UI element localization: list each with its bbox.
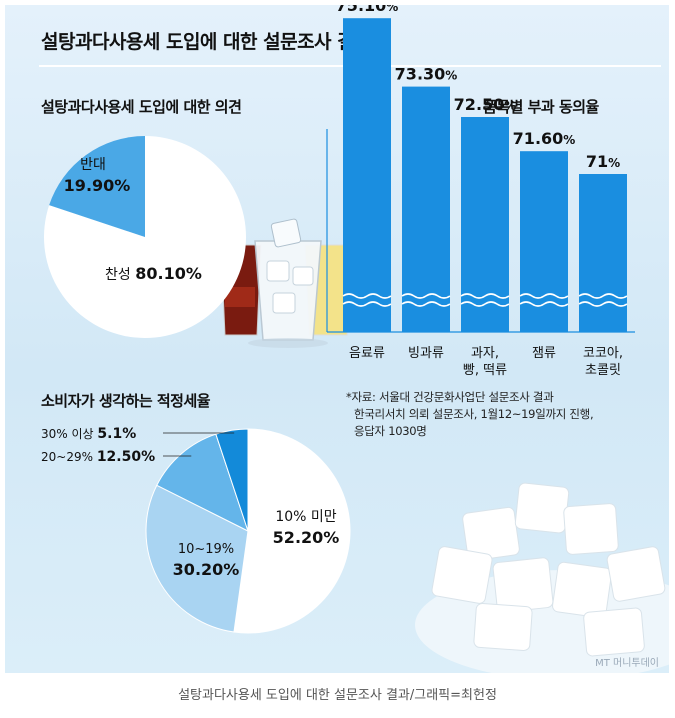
bar [402, 86, 450, 332]
pie-slice-30-plus [215, 428, 249, 532]
bar [461, 117, 509, 332]
bar [343, 18, 391, 332]
oppose-value-label: 19.90% [64, 176, 131, 195]
label-20-29: 20~29% 12.50% [41, 449, 155, 465]
axis-break-wave [578, 301, 628, 307]
bar-category-label: 코코아, [583, 346, 623, 361]
axis-break-wave [342, 301, 392, 307]
footnote-line: *자료: 서울대 건강문화사업단 설문조사 결과 [346, 390, 554, 404]
axis-break-wave [519, 301, 569, 307]
main-title: 설탕과다사용세 도입에 대한 설문조사 결과 [41, 31, 372, 53]
infographic-card: 설탕과다사용세 도입에 대한 설문조사 결과 설탕과다사용세 도입에 대한 의견… [5, 5, 669, 673]
tax-rate-pie-chart: 10% 미만 52.20% 10~19% 30.20% 30% 이상 5.1% 20~29… [41, 426, 351, 634]
axis-break-wave [342, 293, 392, 299]
image-caption: 설탕과다사용세 도입에 대한 설문조사 결과/그래픽=최헌정 [178, 688, 497, 703]
axis-break-wave [401, 301, 451, 307]
bar-category-label: 빵, 떡류 [463, 363, 507, 378]
support-label: 찬성 80.10% [105, 264, 202, 283]
axis-break-wave [460, 301, 510, 307]
pie-slice-oppose [49, 136, 145, 237]
axis-break-wave [519, 293, 569, 299]
axis-break-wave [460, 293, 510, 299]
item-bar-chart: 75.10% 음료류 73.30% 빙과류 72.50% 과자, 빵, 떡류 71.60% 잼류… [326, 5, 635, 378]
10-19-name-label: 10~19% [178, 542, 234, 557]
bar-value-label: 73.30% [395, 65, 458, 84]
bar-category-label: 과자, [471, 346, 499, 361]
footnote-line: 응답자 1030명 [354, 424, 427, 438]
opinion-pie-title: 설탕과다사용세 도입에 대한 의견 [41, 98, 242, 116]
bar-value-label: 71% [586, 152, 620, 171]
item-bar-chart-title: 품목별 부과 동의율 [483, 98, 599, 116]
pie-slice-under-10 [233, 428, 351, 634]
opinion-pie-chart: 찬성 80.10% 반대 19.90% [44, 136, 247, 338]
axis-break-wave [401, 293, 451, 299]
sugar-cubes-illustration [415, 482, 669, 673]
pie-slice-20-29 [156, 433, 249, 532]
label-30-plus: 30% 이상 5.1% [41, 426, 136, 442]
pie-slice-support [44, 136, 247, 338]
charts-canvas: 찬성 80.10% 반대 19.90% 75.10% 음료류 73.30% 빙과류 72.5… [41, 5, 669, 673]
pie-slice-10-19 [145, 484, 249, 633]
under-10-value-label: 52.20% [273, 528, 340, 547]
10-19-value-label: 30.20% [173, 560, 240, 579]
tax-rate-pie-title: 소비자가 생각하는 적정세율 [41, 392, 211, 410]
bar-category-label: 빙과류 [408, 346, 444, 361]
watermark-logo: MT 머니투데이 [595, 658, 659, 669]
oppose-name-label: 반대 [80, 157, 106, 173]
footnote-line: 한국리서치 의뢰 설문조사, 1월12~19일까지 진행, [354, 407, 594, 421]
bar-value-label: 71.60% [513, 129, 576, 148]
bar-value-label: 75.10% [336, 5, 399, 15]
bar [579, 174, 627, 332]
axis-break-wave [578, 293, 628, 299]
source-footnote: *자료: 서울대 건강문화사업단 설문조사 결과 한국리서치 의뢰 설문조사, … [346, 389, 594, 440]
bar-category-label: 잼류 [532, 346, 556, 361]
bar-category-label: 음료류 [349, 346, 385, 361]
under-10-name-label: 10% 미만 [275, 509, 336, 525]
bar-value-label: 72.50% [454, 95, 517, 114]
bar-category-label: 초콜릿 [585, 363, 621, 378]
